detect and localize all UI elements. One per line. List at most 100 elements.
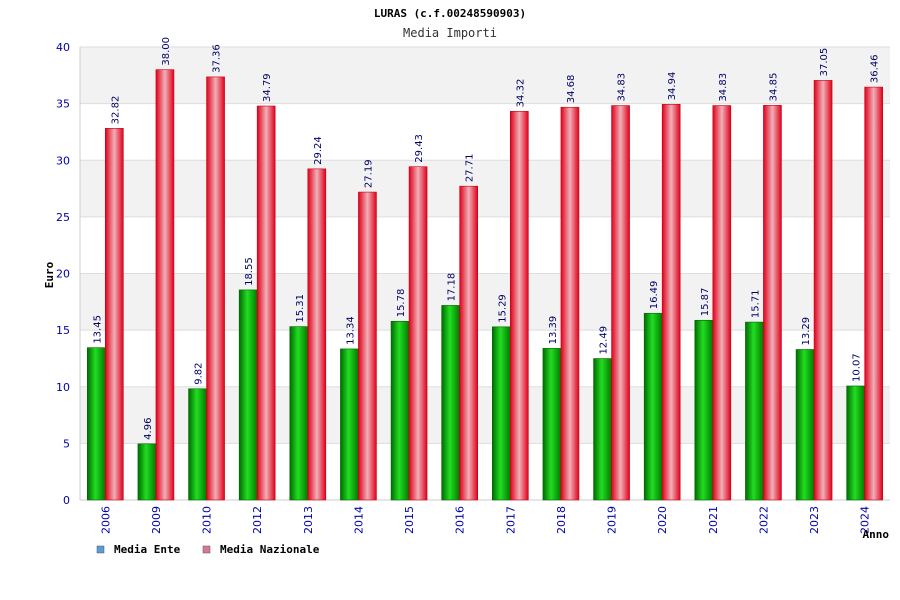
y-tick-label: 0 [63,494,70,507]
chart-title: LURAS (c.f.00248590903) [374,7,526,20]
bar-media-ente [795,349,815,501]
data-label: 34.94 [667,72,678,101]
bar-media-ente [542,348,562,501]
bar-media-nazionale [763,105,782,501]
bar-media-ente [390,320,410,501]
x-tick-label: 2023 [808,506,821,534]
bar-media-ente [492,326,511,501]
data-label: 34.79 [262,73,273,102]
y-tick-label: 10 [56,381,70,394]
data-label: 27.71 [465,154,476,183]
x-tick-label: 2017 [504,506,517,534]
data-label: 4.96 [143,418,154,440]
data-label: 32.82 [110,96,121,125]
y-tick-label: 35 [56,98,70,111]
data-label: 17.18 [447,273,458,302]
bar-media-ente [137,443,157,501]
data-label: 37.05 [819,48,830,77]
bar-media-ente [593,358,612,501]
data-label: 12.49 [599,326,610,355]
y-tick-label: 20 [56,268,70,281]
data-label: 37.36 [212,44,223,73]
x-tick-label: 2019 [606,506,619,534]
data-label: 13.34 [345,316,356,345]
legend: Media Ente Media Nazionale [96,543,320,556]
bars [87,69,883,501]
legend-label-media-ente: Media Ente [114,543,181,556]
bar-media-ente [643,312,663,501]
data-label: 38.00 [161,37,172,66]
y-axis-title: Euro [43,261,56,288]
data-label: 36.46 [870,54,881,83]
data-label: 9.82 [194,363,205,385]
bar-media-nazionale [813,80,833,501]
bar-media-nazionale [155,69,175,501]
data-label: 29.43 [414,134,425,163]
data-label: 29.24 [313,136,324,165]
data-label: 13.39 [548,316,559,345]
y-tick-label: 25 [56,211,70,224]
bar-media-nazionale [712,105,732,501]
y-axis-ticks: 0 5 10 15 20 25 30 35 40 [56,41,70,507]
bar-media-nazionale [105,128,124,501]
bar-media-nazionale [611,105,630,501]
legend-swatch-media-nazionale [202,545,211,554]
y-tick-label: 30 [56,154,70,167]
bar-media-nazionale [510,111,529,501]
data-label: 18.55 [244,257,255,286]
bar-media-nazionale [661,104,681,501]
y-tick-label: 5 [63,437,70,450]
x-axis-title: Anno [863,528,890,541]
x-tick-label: 2024 [859,506,872,534]
bar-media-ente [694,319,714,501]
x-tick-label: 2010 [201,506,214,534]
x-tick-label: 2015 [403,506,416,534]
x-tick-label: 2016 [454,506,467,534]
legend-label-media-nazionale: Media Nazionale [220,543,320,556]
x-tick-label: 2014 [352,506,365,534]
bar-media-ente [238,289,258,501]
bar-media-ente [289,326,309,501]
x-tick-label: 2021 [707,506,720,534]
x-tick-label: 2012 [251,506,264,534]
legend-swatch-media-ente [96,545,105,554]
data-label: 34.32 [515,79,526,108]
data-label: 15.31 [295,294,306,323]
bar-media-nazionale [256,105,276,501]
data-label: 16.49 [649,281,660,310]
x-tick-label: 2018 [555,506,568,534]
bar-media-nazionale [864,86,883,501]
data-label: 15.78 [396,289,407,318]
data-label: 13.29 [801,317,812,346]
data-label: 34.83 [617,73,628,102]
bar-media-nazionale [408,166,428,501]
x-tick-label: 2020 [656,506,669,534]
data-label: 15.87 [700,288,711,317]
chart-subtitle: Media Importi [403,26,497,40]
bar-media-nazionale [307,168,327,501]
bar-media-nazionale [358,191,377,501]
x-tick-label: 2009 [150,506,163,534]
bar-media-nazionale [560,106,580,501]
data-label: 15.71 [750,289,761,318]
data-label: 15.29 [497,294,508,323]
y-tick-label: 40 [56,41,70,54]
x-tick-label: 2013 [302,506,315,534]
data-label: 13.45 [92,315,103,344]
data-label: 34.85 [768,73,779,102]
data-label: 34.83 [718,73,729,102]
x-axis-ticks: 2006 2009 2010 2012 2013 2014 2015 2016 2017 2018… [99,506,871,534]
x-tick-label: 2022 [757,506,770,534]
y-tick-label: 15 [56,324,70,337]
bar-media-ente [745,321,764,501]
bar-media-ente [846,385,865,501]
data-label: 34.68 [566,75,577,104]
bar-media-ente [87,347,106,501]
x-tick-label: 2006 [99,506,112,534]
bar-media-ente [188,388,207,501]
bar-media-ente [441,305,460,501]
data-labels: 13.45 32.82 4.96 38.00 9.82 37.36 18.55 34.79 15… [92,37,880,440]
bar-media-ente [340,348,359,501]
data-label: 27.19 [363,159,374,188]
